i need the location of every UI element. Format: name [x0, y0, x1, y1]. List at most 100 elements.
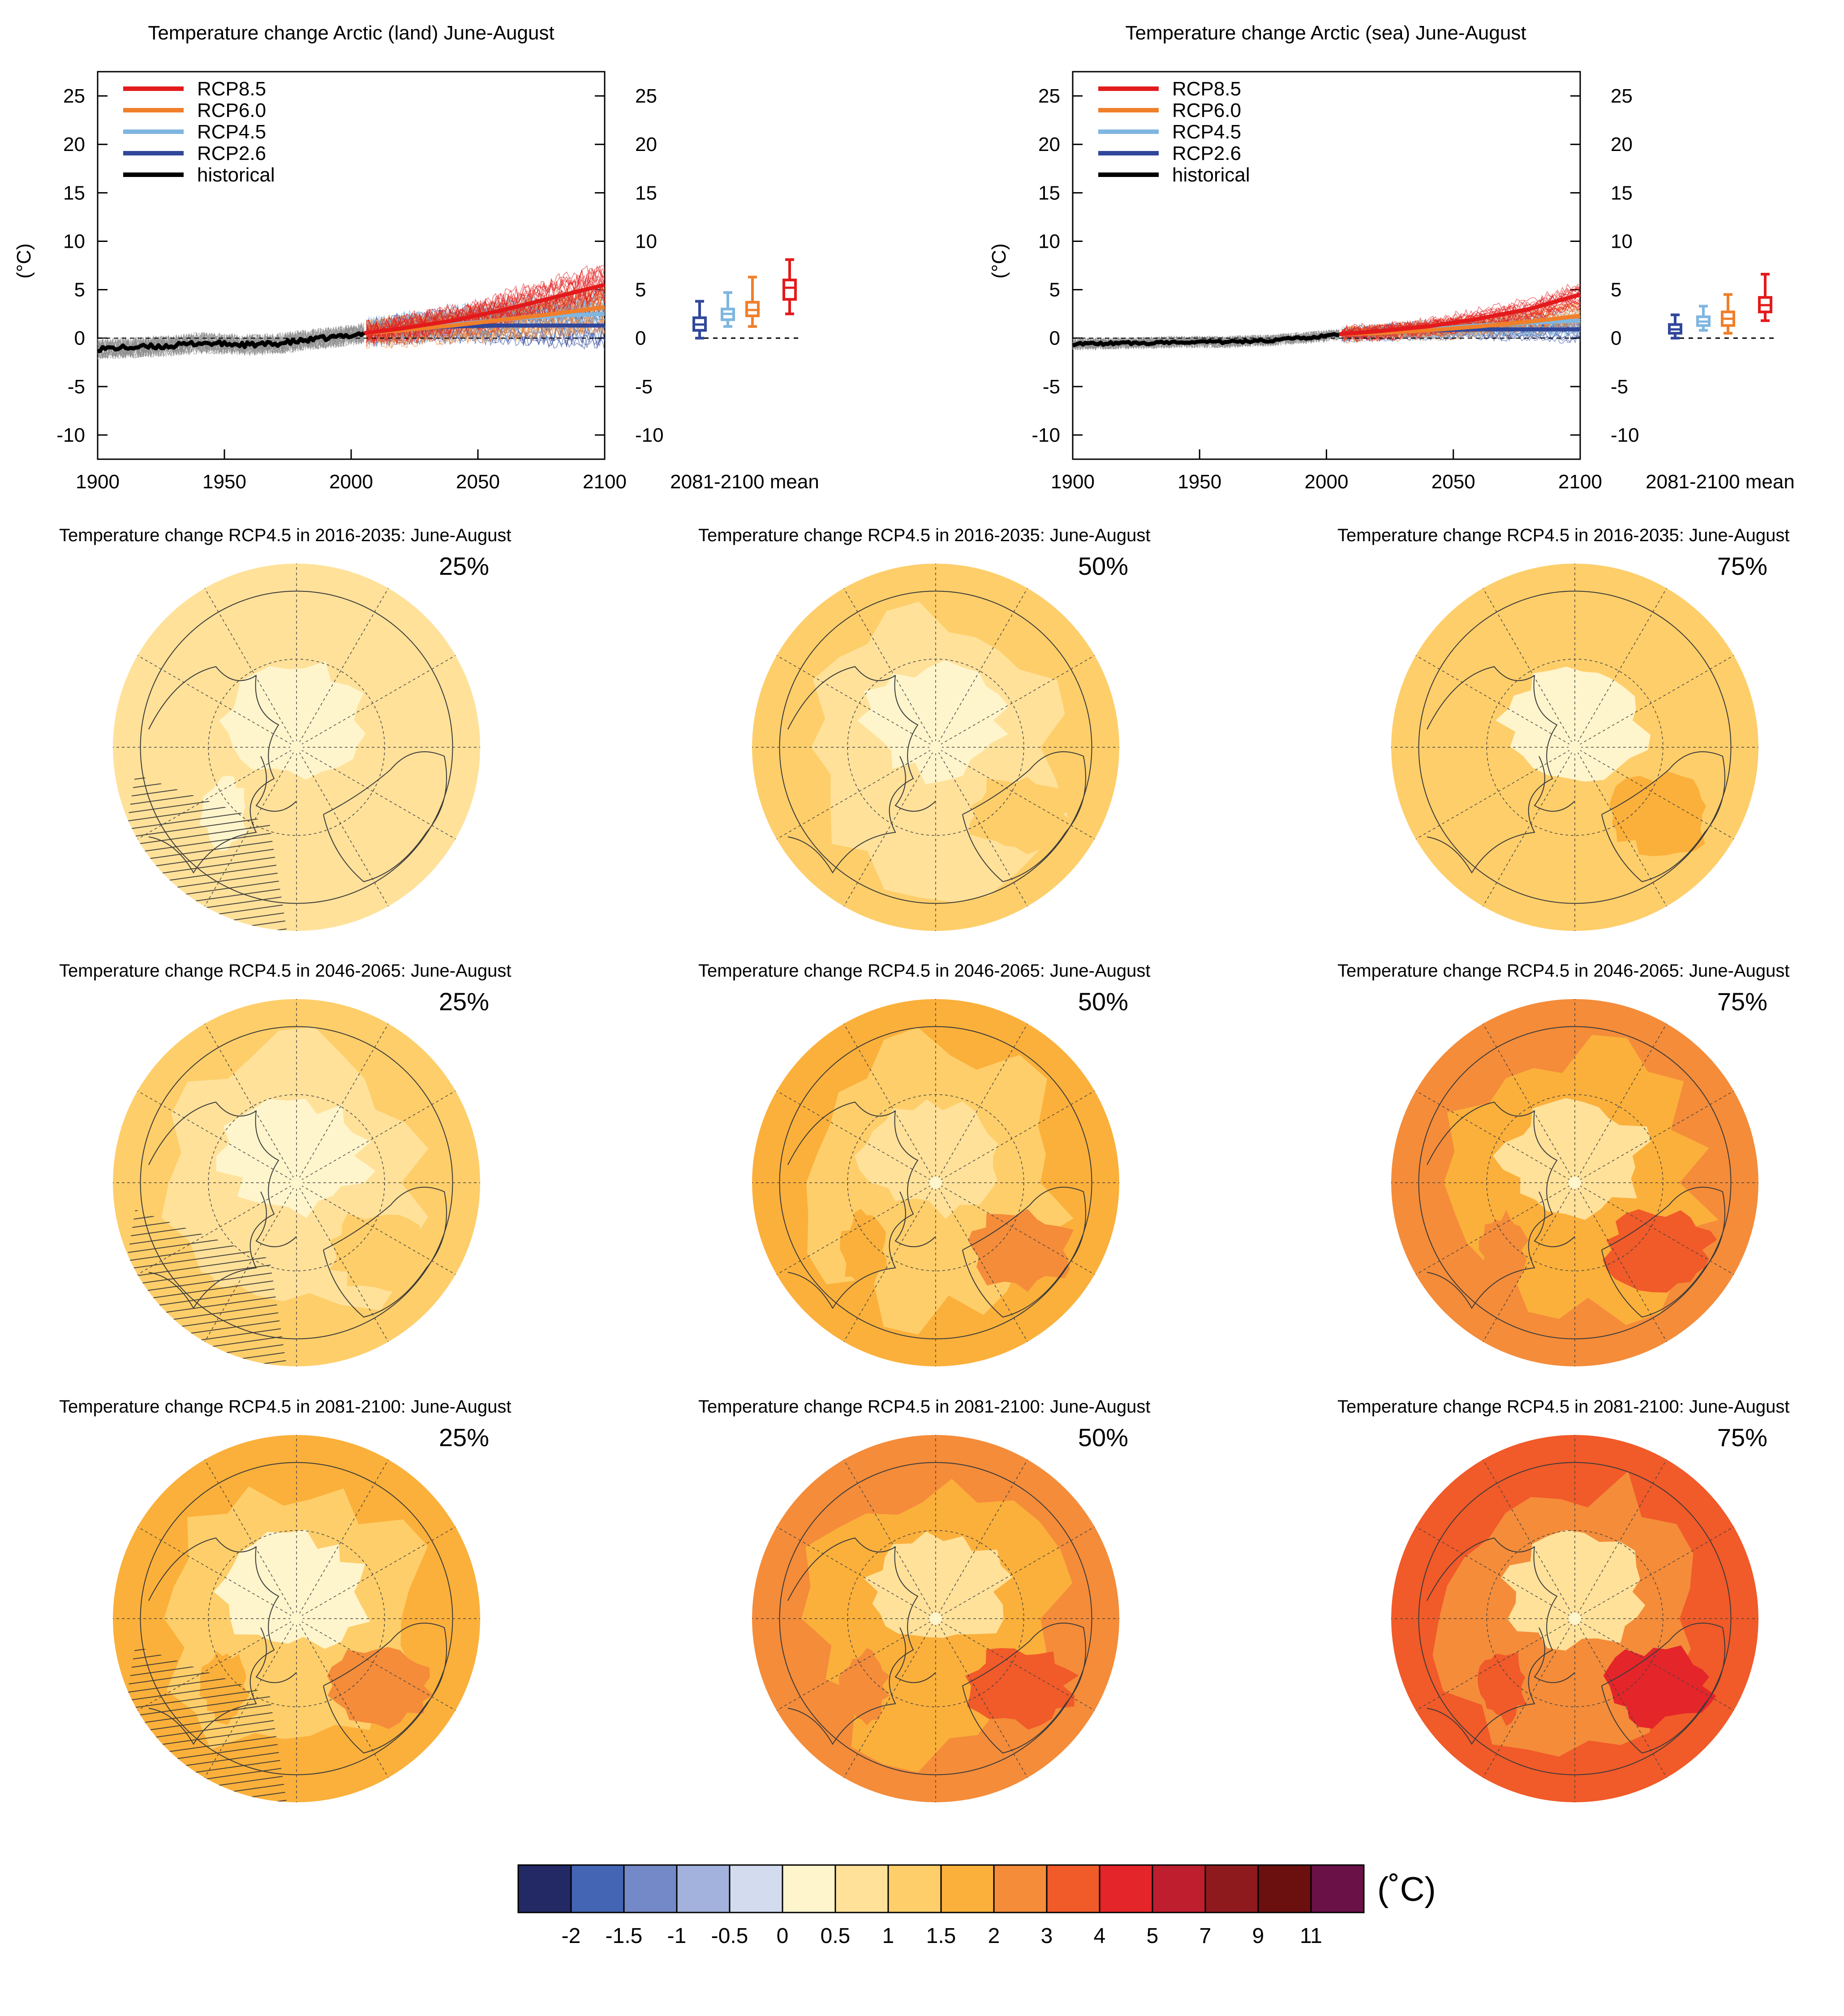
map-fill: [113, 1435, 480, 1802]
colorbar-label: 0.5: [821, 1924, 851, 1948]
y-tick-label-right: 5: [635, 279, 646, 301]
map-meridian: [1574, 1526, 1734, 1619]
colorbar-label: 7: [1199, 1924, 1212, 1948]
colorbar-label: -2: [562, 1924, 581, 1948]
polar-map: Temperature change RCP4.5 in 2081-2100: …: [59, 1397, 512, 1802]
map-hot-patch: [1603, 1209, 1717, 1293]
map-coastline-greenland: [1534, 756, 1575, 812]
y-tick-label: 10: [63, 230, 85, 252]
y-tick-label: 20: [63, 134, 85, 155]
ensemble-line-rcp26: [366, 328, 605, 350]
y-tick-label: 15: [63, 182, 85, 204]
map-meridian: [776, 1526, 936, 1619]
map-pole: [929, 1612, 942, 1625]
map-percentile: 25%: [439, 1423, 489, 1452]
map-meridian: [1415, 1526, 1575, 1619]
colorbar-cell: [517, 1864, 572, 1913]
map-meridian: [935, 747, 1028, 907]
map-meridian: [1415, 1618, 1575, 1711]
map-percentile: 75%: [1717, 987, 1767, 1016]
map-meridian: [935, 1618, 1095, 1711]
y-tick-label: 5: [1049, 279, 1060, 301]
map-warm-patch: [1479, 1210, 1529, 1288]
legend-label: historical: [1172, 164, 1250, 186]
map-meridian: [204, 1182, 297, 1342]
colorbar-cell: [623, 1864, 678, 1913]
colorbar-cell: [676, 1864, 731, 1913]
map-title: Temperature change RCP4.5 in 2016-2035: …: [698, 526, 1151, 545]
map-meridian: [137, 1618, 297, 1711]
y-tick-label: -10: [1032, 424, 1060, 446]
map-meridian: [843, 1182, 936, 1342]
map-percentile: 75%: [1717, 1423, 1767, 1452]
map-meridian: [137, 1526, 297, 1619]
colorbar-label: 2: [988, 1924, 1000, 1948]
x-tick-label: 2100: [1558, 471, 1602, 493]
map-meridian: [1574, 747, 1734, 840]
colorbar-cell: [834, 1864, 889, 1913]
polar-map: Temperature change RCP4.5 in 2016-2035: …: [59, 526, 512, 931]
map-meridian: [1574, 1618, 1667, 1778]
map-coastline-americas: [1427, 1101, 1558, 1309]
y-tick-label: 25: [1038, 85, 1060, 107]
map-meridian: [204, 1618, 297, 1778]
colorbar-cell: [993, 1864, 1048, 1913]
y-tick-label: 15: [1038, 182, 1060, 204]
colorbar: -2 -1.5 -1 -0.5 0 0.5 1 1.5 2 3 4 5 7 9 11 (˚C): [517, 1864, 1436, 1948]
box-rcp85: [782, 278, 797, 301]
map-meridian: [1483, 1023, 1575, 1183]
map-hot-patch: [1603, 1645, 1716, 1729]
y-tick-label: -5: [68, 376, 85, 398]
colorbar-label: 3: [1041, 1924, 1053, 1948]
y-tick-label-right: 10: [635, 230, 657, 252]
map-title: Temperature change RCP4.5 in 2081-2100: …: [698, 1397, 1151, 1417]
map-coastline-americas: [148, 1101, 279, 1309]
map-meridian: [1574, 588, 1667, 748]
map-percentile: 25%: [439, 552, 489, 580]
map-meridian: [296, 588, 389, 748]
map-meridian: [935, 1182, 1095, 1275]
map-meridian: [296, 747, 456, 840]
y-tick-label: -10: [56, 424, 85, 446]
map-percentile: 50%: [1078, 987, 1128, 1016]
map-coastline-americas: [787, 1537, 919, 1745]
map-meridian: [204, 1023, 297, 1183]
map-meridian: [296, 747, 389, 907]
colorbar-cell: [1046, 1864, 1100, 1913]
map-meridian: [1483, 1459, 1575, 1619]
y-tick-label: 10: [1038, 230, 1060, 252]
map-pole: [290, 1176, 303, 1189]
map-meridian: [935, 1526, 1095, 1619]
legend-label: RCP4.5: [1172, 121, 1241, 143]
time-series-panel-2: Temperature change Arctic (sea) June-Aug…: [988, 22, 1795, 493]
map-coastline-americas: [787, 1101, 919, 1309]
map-meridian: [1483, 588, 1575, 748]
y-tick-label: -5: [1043, 376, 1060, 398]
map-hot-patch: [1609, 771, 1706, 857]
map-fill: [752, 564, 1119, 931]
x-tick-label: 2000: [329, 471, 373, 493]
polar-map: Temperature change RCP4.5 in 2046-2065: …: [59, 961, 512, 1366]
y-tick-label-right: 20: [1611, 134, 1633, 155]
y-tick-label-right: 25: [1611, 85, 1633, 107]
box-axis-label: 2081-2100 mean: [1646, 471, 1795, 493]
map-inner-band: [1493, 1098, 1651, 1220]
map-meridian: [296, 1618, 389, 1778]
x-tick-label: 1900: [1051, 471, 1095, 493]
y-tick-label-right: 15: [1611, 182, 1633, 204]
y-tick-label-right: 0: [1611, 327, 1621, 349]
x-tick-label: 1950: [1178, 471, 1221, 493]
ensemble-line-historical: [97, 326, 365, 358]
map-fill: [1391, 1435, 1758, 1802]
map-coastline-americas: [148, 1537, 279, 1745]
time-series-panels: Temperature change Arctic (land) June-Au…: [13, 22, 1795, 493]
y-axis-label: (°C): [988, 243, 1010, 279]
colorbar-cell: [1310, 1864, 1365, 1913]
colorbar-cell: [887, 1864, 942, 1913]
map-fill: [752, 999, 1119, 1366]
ensemble-line-rcp85: [366, 296, 605, 348]
map-percentile: 75%: [1717, 552, 1767, 580]
series-line-historical: [97, 331, 365, 353]
legend-label: RCP6.0: [1172, 99, 1241, 121]
